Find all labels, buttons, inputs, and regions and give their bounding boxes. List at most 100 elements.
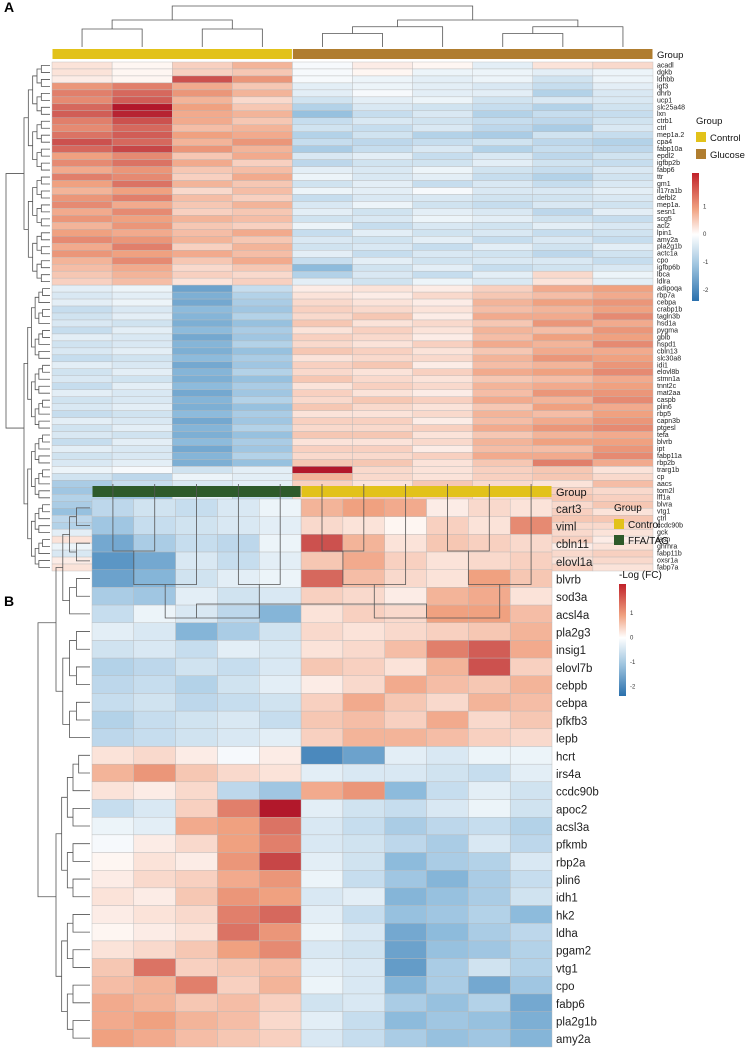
row-label: caspb bbox=[657, 397, 676, 404]
heatmap-cell bbox=[51, 138, 113, 146]
heatmap-cell bbox=[509, 1029, 553, 1048]
heatmap-cell bbox=[300, 870, 344, 889]
heatmap-cell bbox=[509, 852, 553, 871]
row-dendrogram-branch bbox=[72, 949, 90, 968]
heatmap-cell bbox=[468, 657, 511, 676]
heatmap-cell bbox=[532, 438, 594, 446]
heatmap-cell bbox=[111, 452, 173, 460]
heatmap-cell bbox=[292, 396, 353, 404]
row-label: cpo bbox=[556, 981, 575, 993]
heatmap-cell bbox=[217, 640, 260, 659]
heatmap-cell bbox=[352, 375, 413, 383]
heatmap-cell bbox=[592, 354, 654, 363]
heatmap-cell bbox=[133, 604, 176, 623]
heatmap-cell bbox=[532, 466, 594, 474]
row-label: ctrl bbox=[657, 125, 667, 132]
heatmap-cell bbox=[468, 852, 511, 871]
heatmap-cell bbox=[133, 781, 176, 800]
row-dendrogram-branch bbox=[31, 307, 36, 348]
heatmap-cell bbox=[133, 834, 176, 853]
heatmap-cell bbox=[111, 466, 173, 474]
heatmap-cell bbox=[592, 487, 654, 495]
heatmap-cell bbox=[412, 229, 473, 237]
heatmap-cell bbox=[175, 799, 218, 818]
heatmap-cell bbox=[592, 236, 654, 244]
heatmap-cell bbox=[532, 361, 594, 369]
heatmap-cell bbox=[111, 368, 173, 376]
heatmap-cell bbox=[426, 923, 469, 942]
row-label: igfbp6b bbox=[657, 265, 680, 272]
heatmap-cell bbox=[259, 710, 302, 730]
heatmap-cell bbox=[472, 187, 534, 195]
heatmap-cell bbox=[532, 312, 594, 321]
row-label: lxn bbox=[657, 111, 666, 118]
heatmap-cell bbox=[384, 746, 427, 765]
heatmap-cell bbox=[472, 236, 534, 244]
heatmap-cell bbox=[426, 905, 469, 924]
heatmap-cell bbox=[292, 347, 353, 356]
heatmap-cell bbox=[111, 264, 173, 272]
heatmap-cell bbox=[171, 333, 233, 342]
heatmap-cell bbox=[342, 852, 385, 871]
row-dendrogram-branch bbox=[37, 622, 56, 898]
heatmap-cell bbox=[51, 145, 113, 153]
heatmap-cell bbox=[412, 187, 473, 195]
heatmap-cell bbox=[592, 277, 654, 286]
heatmap-cell bbox=[300, 993, 344, 1012]
heatmap-cell bbox=[111, 68, 173, 77]
row-dendrogram-branch bbox=[38, 420, 50, 429]
heatmap-cell bbox=[217, 905, 260, 924]
heatmap-cell bbox=[472, 431, 534, 439]
legend-title: Group bbox=[614, 503, 642, 514]
heatmap-cell bbox=[51, 215, 113, 223]
heatmap-cell bbox=[51, 75, 113, 84]
heatmap-cell bbox=[111, 215, 173, 223]
heatmap-cell bbox=[111, 152, 173, 160]
heatmap-cell bbox=[509, 976, 553, 995]
heatmap-cell bbox=[259, 799, 302, 818]
heatmap-cell bbox=[342, 604, 385, 623]
heatmap-cell bbox=[111, 333, 173, 342]
heatmap-cell bbox=[352, 138, 413, 146]
heatmap-cell bbox=[342, 710, 385, 730]
heatmap-cell bbox=[175, 746, 218, 765]
heatmap-cell bbox=[352, 173, 413, 181]
heatmap-cell bbox=[232, 124, 293, 132]
heatmap-cell bbox=[91, 1029, 135, 1048]
heatmap-cell bbox=[171, 270, 233, 279]
row-dendrogram-branch bbox=[42, 399, 50, 408]
heatmap-cell bbox=[51, 159, 113, 167]
heatmap-cell bbox=[472, 117, 534, 125]
heatmap-cell bbox=[300, 781, 344, 800]
heatmap-cell bbox=[592, 152, 654, 160]
row-label: idi1 bbox=[657, 362, 668, 369]
heatmap-cell bbox=[468, 640, 511, 659]
heatmap-cell bbox=[384, 940, 427, 959]
heatmap-cell bbox=[111, 361, 173, 369]
heatmap-cell bbox=[426, 958, 469, 977]
heatmap-cell bbox=[412, 68, 473, 77]
heatmap-cell bbox=[51, 68, 113, 77]
colorbar-tick-label: 1 bbox=[703, 204, 707, 210]
row-label: cebpa bbox=[556, 698, 588, 710]
heatmap-cell bbox=[384, 640, 427, 659]
heatmap-cell bbox=[175, 852, 218, 871]
heatmap-cell bbox=[133, 640, 176, 659]
heatmap-cell bbox=[232, 75, 293, 84]
row-dendrogram-branch bbox=[55, 833, 62, 977]
heatmap-cell bbox=[592, 333, 654, 342]
heatmap-cell bbox=[292, 403, 353, 411]
heatmap-cell bbox=[175, 710, 218, 730]
heatmap-cell bbox=[111, 277, 173, 286]
group-bar-segment bbox=[301, 486, 552, 497]
heatmap-cell bbox=[532, 75, 594, 84]
row-label: ctrl bbox=[657, 516, 667, 523]
heatmap-cell bbox=[412, 382, 473, 390]
heatmap-cell bbox=[509, 940, 553, 959]
heatmap-cell bbox=[592, 117, 654, 125]
heatmap-cell bbox=[292, 389, 353, 397]
heatmap-cell bbox=[175, 728, 218, 747]
group-header-label: Group bbox=[657, 50, 683, 61]
row-label: elovl7b bbox=[556, 663, 592, 675]
heatmap-cell bbox=[592, 410, 654, 418]
